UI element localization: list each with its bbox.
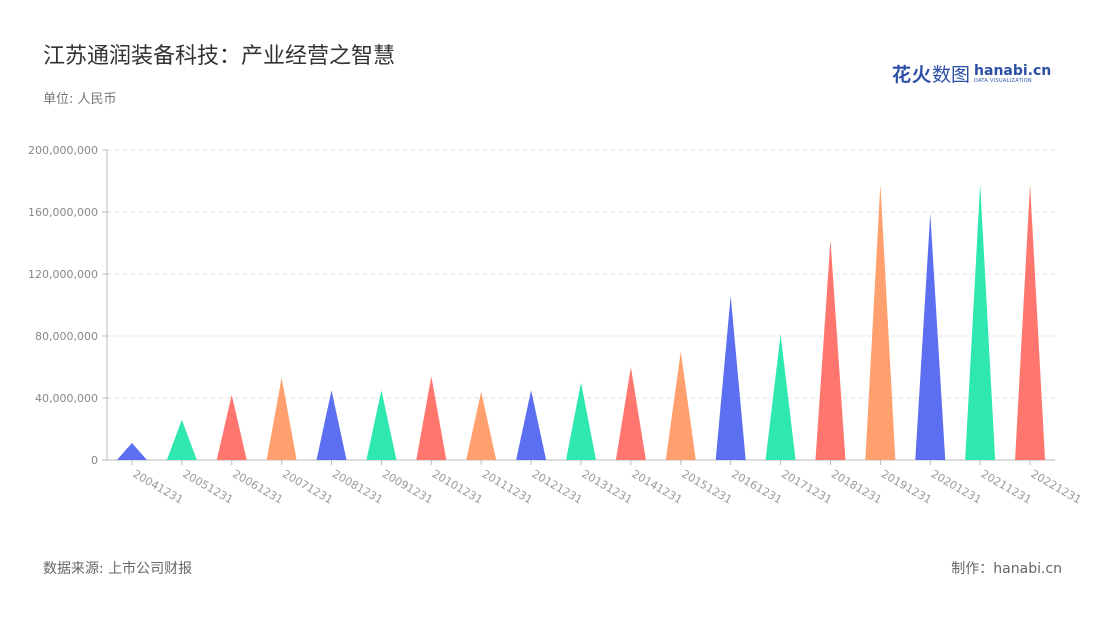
x-tick-label: 20211231 <box>979 467 1034 506</box>
bar-20161231 <box>715 295 746 460</box>
x-tick-label: 20161231 <box>729 467 784 506</box>
x-tick-label: 20051231 <box>180 467 235 506</box>
bar-20111231 <box>466 391 497 460</box>
bar-20201231 <box>915 213 946 460</box>
bar-20121231 <box>516 390 547 460</box>
unit-label: 单位: 人民币 <box>43 92 117 107</box>
bar-20061231 <box>216 394 247 460</box>
x-tick-label: 20041231 <box>130 467 185 506</box>
x-tick-label: 20081231 <box>330 467 385 506</box>
x-tick-label: 20071231 <box>280 467 335 506</box>
x-tick-label: 20091231 <box>380 467 435 506</box>
x-tick-label: 20121231 <box>530 467 585 506</box>
bar-20041231 <box>116 442 147 460</box>
y-tick-labels: 0 40,000,000 80,000,000 120,000,000 160,000,… <box>28 144 98 467</box>
bar-20141231 <box>615 367 646 460</box>
bar-20191231 <box>865 184 896 460</box>
x-tick-label: 20101231 <box>430 467 485 506</box>
bar-20101231 <box>416 376 447 460</box>
y-tick-label: 0 <box>91 454 98 467</box>
x-tick-labels: 2004123120051231200612312007123120081231… <box>130 467 1083 506</box>
brand-cn-light: 数图 <box>932 64 971 86</box>
brand-logo: 花火 数图 hanabi.cn DATA VISUALIZATION <box>892 60 1051 87</box>
x-tick-label: 20191231 <box>879 467 934 506</box>
bar-20091231 <box>366 390 397 460</box>
bar-20221231 <box>1015 184 1046 460</box>
bar-20181231 <box>815 239 846 460</box>
bar-20131231 <box>566 382 596 460</box>
grid-lines <box>107 149 1055 399</box>
x-tick-label: 20141231 <box>629 467 684 506</box>
y-tick-label: 160,000,000 <box>28 206 98 219</box>
x-tick-label: 20131231 <box>580 467 635 506</box>
x-tick-label: 20061231 <box>230 467 285 506</box>
chart-title: 江苏通润装备科技：产业经营之智慧 <box>43 44 396 69</box>
bars <box>116 184 1046 460</box>
y-tick-label: 120,000,000 <box>28 268 98 281</box>
x-tick-label: 20181231 <box>829 467 884 506</box>
y-tick-label: 80,000,000 <box>35 330 98 343</box>
bar-20071231 <box>266 377 297 460</box>
brand-en: hanabi.cn DATA VISUALIZATION <box>974 64 1051 84</box>
brand-en-main: hanabi.cn <box>974 62 1052 79</box>
brand-en-sub: DATA VISUALIZATION <box>974 77 1032 84</box>
y-tick-label: 40,000,000 <box>35 392 98 405</box>
data-source: 数据来源: 上市公司财报 <box>43 561 193 577</box>
x-tick-label: 20151231 <box>679 467 734 506</box>
bar-20211231 <box>965 184 996 460</box>
x-tick-label: 20221231 <box>1029 467 1084 506</box>
x-tick-label: 20201231 <box>929 467 984 506</box>
bar-20051231 <box>166 419 197 460</box>
bar-20171231 <box>765 334 796 460</box>
x-tick-label: 20111231 <box>480 467 535 506</box>
bar-20151231 <box>665 351 696 460</box>
brand-cn-bold: 花火 <box>892 64 933 86</box>
maker-credit: 制作：hanabi.cn <box>951 561 1062 577</box>
x-tick-label: 20171231 <box>779 467 834 506</box>
y-tick-label: 200,000,000 <box>28 144 98 157</box>
bar-20081231 <box>316 390 347 460</box>
